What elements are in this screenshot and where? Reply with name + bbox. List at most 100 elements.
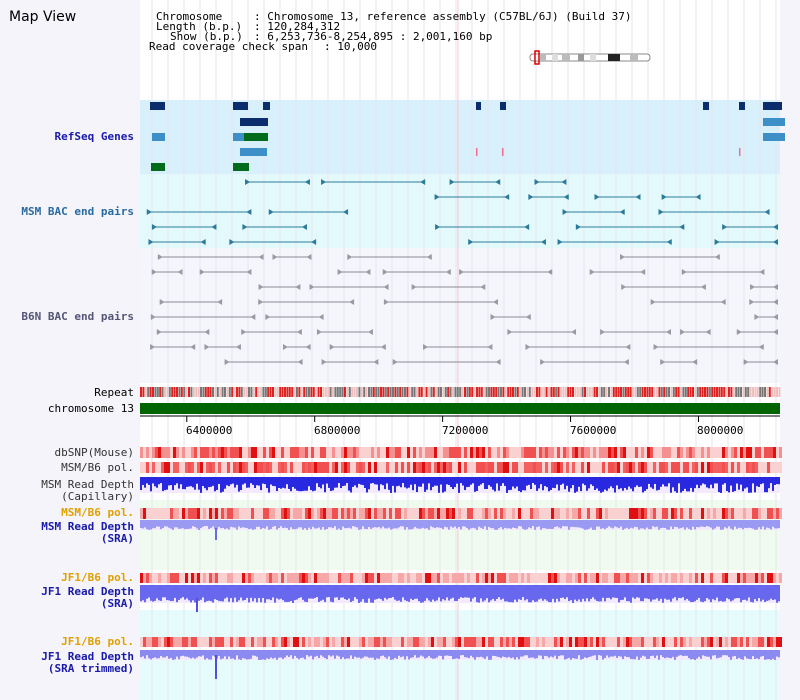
repeat-mark xyxy=(219,387,222,397)
jf1-pol-heat xyxy=(374,573,377,583)
msm-capillary-depth xyxy=(426,477,428,490)
track-label-b6n-bac[interactable]: B6N BAC end pairs xyxy=(21,310,134,323)
jf1-pol2-heat xyxy=(485,637,488,647)
msm-pol-heat xyxy=(677,462,680,473)
msm-bac-pair-end xyxy=(468,239,474,245)
jf1-pol2-heat xyxy=(203,637,206,647)
jf1-pol2-heat xyxy=(428,637,431,647)
jf1-pol-heat xyxy=(311,573,314,583)
msm-sra-pol-heat xyxy=(413,508,416,519)
b6n-bac-pair-end xyxy=(297,359,303,365)
dbsnp-heat xyxy=(377,447,380,458)
msm-sra-pol-heat xyxy=(401,508,404,519)
msm-sra-depth xyxy=(724,520,726,528)
jf1-sra-depth xyxy=(582,585,584,599)
repeat-mark xyxy=(552,387,555,397)
repeat-mark xyxy=(444,387,447,397)
msm-sra-depth xyxy=(208,520,210,529)
dbsnp-heat xyxy=(701,447,704,458)
track-label-msm-bac[interactable]: MSM BAC end pairs xyxy=(21,205,134,218)
jf1-trim-depth xyxy=(744,650,746,657)
jf1-pol2-heat xyxy=(497,637,500,647)
repeat-mark xyxy=(204,387,207,397)
msm-sra-pol-heat xyxy=(626,508,629,519)
msm-capillary-depth xyxy=(350,477,352,493)
jf1-pol2-heat xyxy=(173,637,176,647)
repeat-mark xyxy=(543,387,546,397)
msm-pol-heat xyxy=(488,462,491,473)
jf1-trim-depth xyxy=(700,650,702,659)
msm-pol-heat xyxy=(590,462,593,473)
msm-sra-pol-heat xyxy=(419,508,422,519)
msm-pol-heat xyxy=(347,462,350,473)
msm-capillary-depth xyxy=(262,477,264,484)
msm-sra-pol-heat xyxy=(614,508,617,519)
msm-bac-pair-end xyxy=(245,179,251,185)
jf1-pol2-heat xyxy=(230,637,233,647)
jf1-pol2-heat xyxy=(185,637,188,647)
repeat-mark xyxy=(173,387,176,397)
jf1-trim-depth xyxy=(440,650,442,656)
msm-pol-heat xyxy=(407,462,410,473)
jf1-trim-depth xyxy=(752,650,754,657)
msm-pol-heat xyxy=(377,462,380,473)
repeat-mark xyxy=(389,387,392,397)
msm-capillary-depth xyxy=(240,477,242,491)
repeat-mark xyxy=(555,387,558,397)
repeat-mark xyxy=(658,387,661,397)
msm-bac-pair-end xyxy=(695,194,701,200)
msm-sra-pol-heat xyxy=(140,508,143,519)
jf1-trim-depth xyxy=(586,650,588,658)
jf1-pol2-heat xyxy=(371,637,374,647)
msm-sra-pol-heat xyxy=(494,508,497,519)
msm-pol-heat xyxy=(551,462,554,473)
msm-sra-depth xyxy=(178,520,180,529)
msm-pol-heat xyxy=(659,462,662,473)
dbsnp-heat xyxy=(473,447,476,458)
b6n-bac-pair-end xyxy=(650,299,656,305)
jf1-trim-depth xyxy=(776,650,778,657)
msm-sra-depth xyxy=(236,520,238,530)
chromosome-ideogram[interactable] xyxy=(529,50,651,65)
jf1-pol2-heat xyxy=(395,637,398,647)
repeat-mark xyxy=(231,387,234,397)
msm-sra-panel-bg xyxy=(140,540,780,570)
jf1-trim-depth xyxy=(574,650,576,659)
msm-capillary-depth xyxy=(380,477,382,485)
jf1-trim-depth xyxy=(192,650,194,658)
msm-pol-heat xyxy=(560,462,563,473)
jf1-pol-heat xyxy=(533,573,536,583)
msm-sra-depth xyxy=(464,520,466,527)
dbsnp-heat xyxy=(251,447,254,458)
jf1-pol2-heat xyxy=(767,637,770,647)
jf1-pol2-heat xyxy=(761,637,764,647)
jf1-sra-depth xyxy=(434,585,436,602)
jf1-trim-depth xyxy=(732,650,734,657)
b6n-bac-pair-end xyxy=(653,344,659,350)
repeat-mark xyxy=(718,387,721,397)
jf1-pol-heat xyxy=(431,573,434,583)
jf1-pol2-heat xyxy=(416,637,419,647)
jf1-trim-depth xyxy=(766,650,768,660)
b6n-bac-pair-end xyxy=(754,314,760,320)
msm-sra-depth xyxy=(546,520,548,529)
jf1-pol-heat xyxy=(359,573,362,583)
jf1-pol2-heat xyxy=(566,637,569,647)
repeat-mark xyxy=(190,387,193,397)
track-label-refseq[interactable]: RefSeq Genes xyxy=(54,130,134,143)
msm-sra-pol-heat xyxy=(689,508,692,519)
msm-capillary-depth xyxy=(210,477,212,487)
msm-pol-heat xyxy=(257,462,260,473)
msm-capillary-depth xyxy=(286,477,288,485)
repeat-mark xyxy=(195,387,198,397)
msm-capillary-depth xyxy=(288,477,290,489)
jf1-trim-depth xyxy=(340,650,342,660)
msm-bac-pair-end xyxy=(679,224,685,230)
msm-pol-heat xyxy=(704,462,707,473)
jf1-sra-depth xyxy=(152,585,154,602)
msm-pol-heat xyxy=(152,462,155,473)
jf1-sra-depth xyxy=(246,585,248,598)
msm-sra-depth xyxy=(446,520,448,528)
jf1-sra-depth xyxy=(170,585,172,602)
msm-pol-heat xyxy=(290,462,293,473)
